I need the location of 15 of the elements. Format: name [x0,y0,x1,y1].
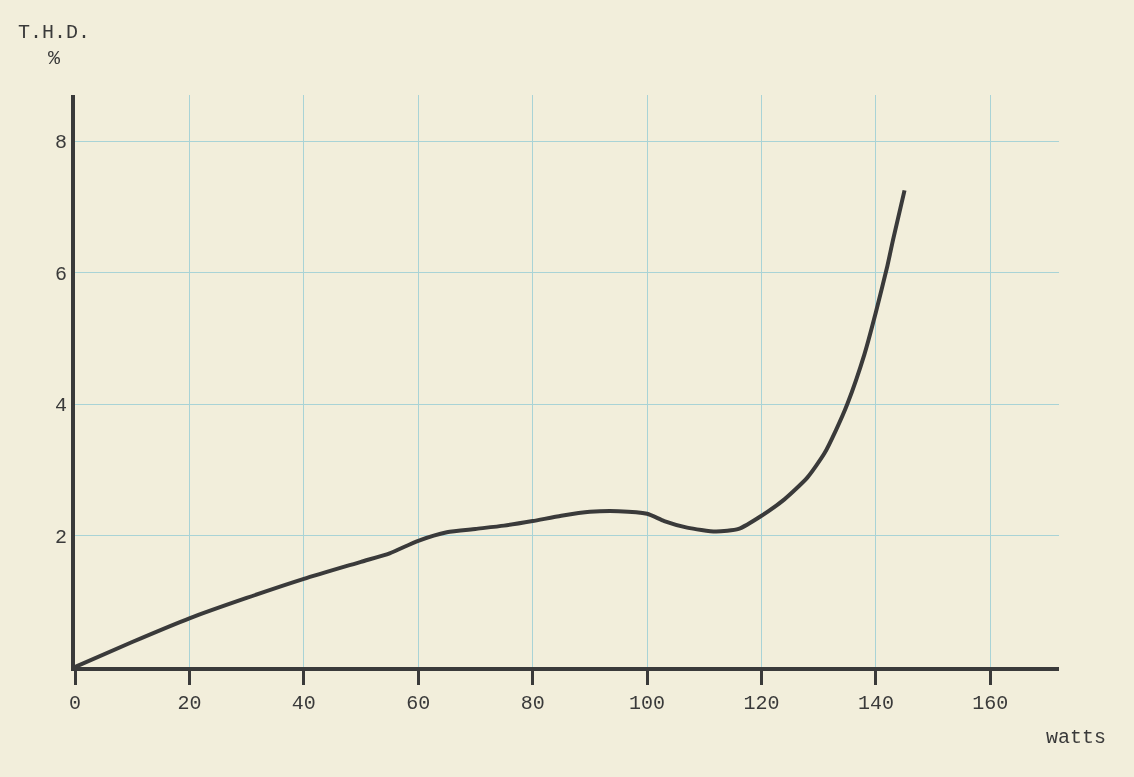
x-tick-label: 80 [520,692,545,715]
x-tick-label: 40 [291,692,316,715]
y-axis-title: T.H.D. % [18,21,91,70]
y-tick-label: 2 [54,525,67,549]
y-tick-label: 8 [54,131,67,155]
x-tick-label: 120 [743,692,780,715]
x-tick-label: 20 [177,692,202,715]
x-tick-label: 160 [972,692,1009,715]
x-tick-label: 100 [629,692,666,715]
x-axis-title: watts [1046,726,1107,749]
x-tick-label: 0 [68,692,82,715]
x-tick-label: 140 [857,692,894,715]
y-tick-label: 4 [54,394,67,418]
x-tick-label: 60 [406,692,431,715]
y-tick-label: 6 [54,262,67,286]
